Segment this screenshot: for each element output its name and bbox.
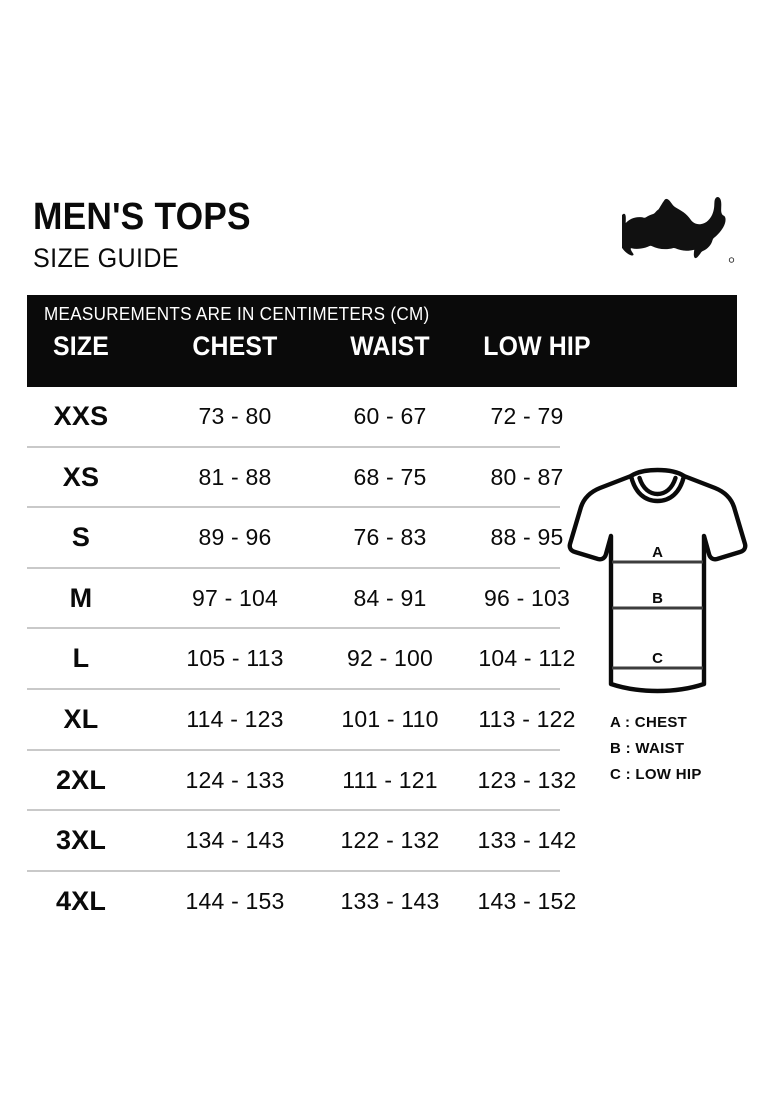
cell-size: 2XL: [55, 764, 107, 795]
diagram-legend: A : CHEST B : WAIST C : LOW HIP: [610, 710, 760, 788]
cell-low-hip: 123 - 132: [477, 766, 577, 793]
cell-waist: 101 - 110: [341, 705, 439, 732]
table-body: XXS 73 - 80 60 - 67 72 - 79 XS 81 - 88 6…: [27, 387, 737, 930]
cell-chest: 134 - 143: [185, 827, 285, 854]
cell-size: XS: [62, 461, 100, 492]
cell-waist: 84 - 91: [353, 584, 427, 611]
cell-waist: 111 - 121: [342, 766, 438, 793]
cell-size: XL: [63, 703, 99, 734]
cell-waist: 133 - 143: [340, 887, 440, 914]
size-table: MEASUREMENTS ARE IN CENTIMETERS (CM) SIZ…: [27, 295, 737, 930]
legend-item-chest: A : CHEST: [610, 714, 688, 731]
cell-low-hip: 104 - 112: [478, 645, 576, 672]
column-header-chest: CHEST: [192, 331, 278, 361]
cell-waist: 68 - 75: [353, 463, 427, 490]
cell-low-hip: 143 - 152: [477, 887, 577, 914]
table-row: XS 81 - 88 68 - 75 80 - 87: [27, 445, 563, 507]
puma-logo-icon: [622, 190, 738, 264]
table-row: 2XL 124 - 133 111 - 121 123 - 132: [27, 748, 576, 810]
marker-b: B: [652, 590, 663, 607]
marker-c: C: [652, 650, 663, 667]
cell-size: 3XL: [55, 825, 107, 856]
cell-chest: 144 - 153: [185, 887, 285, 914]
cell-size: L: [72, 643, 90, 674]
cell-chest: 105 - 113: [186, 645, 284, 672]
legend-item-waist: B : WAIST: [610, 740, 685, 757]
table-row: 4XL 144 - 153 133 - 143 143 - 152: [27, 869, 576, 931]
cell-chest: 124 - 133: [185, 766, 285, 793]
table-row: XL 114 - 123 101 - 110 113 - 122: [27, 687, 575, 749]
cell-chest: 114 - 123: [186, 705, 284, 732]
cell-chest: 89 - 96: [198, 524, 272, 551]
t-shirt-diagram-icon: A B C: [565, 462, 750, 707]
cell-chest: 97 - 104: [192, 584, 278, 611]
cell-low-hip: 113 - 122: [478, 705, 576, 732]
cell-low-hip: 133 - 142: [477, 827, 577, 854]
table-row: 3XL 134 - 143 122 - 132 133 - 142: [27, 809, 576, 870]
table-row: S 89 - 96 76 - 83 88 - 95: [27, 506, 563, 567]
cell-size: S: [71, 522, 91, 553]
column-header-size: SIZE: [53, 331, 109, 361]
cell-low-hip: 80 - 87: [490, 463, 564, 490]
cell-low-hip: 96 - 103: [484, 584, 570, 611]
marker-a: A: [652, 544, 663, 561]
table-row: L 105 - 113 92 - 100 104 - 112: [27, 627, 575, 688]
table-row: M 97 - 104 84 - 91 96 - 103: [27, 566, 570, 628]
cell-chest: 73 - 80: [198, 403, 272, 429]
table-header-band: MEASUREMENTS ARE IN CENTIMETERS (CM) SIZ…: [27, 295, 737, 387]
table-row: XXS 73 - 80 60 - 67 72 - 79: [27, 387, 564, 446]
cell-low-hip: 88 - 95: [490, 524, 564, 551]
cell-waist: 76 - 83: [353, 524, 427, 551]
cell-waist: 92 - 100: [347, 645, 433, 672]
cell-low-hip: 72 - 79: [490, 403, 564, 429]
page-title-block: MEN'S TOPS SIZE GUIDE: [33, 196, 453, 274]
page-subtitle: SIZE GUIDE: [33, 243, 180, 273]
column-header-low-hip: LOW HIP: [483, 331, 591, 361]
units-note: MEASUREMENTS ARE IN CENTIMETERS (CM): [44, 304, 430, 324]
cell-waist: 60 - 67: [353, 403, 427, 429]
column-header-waist: WAIST: [350, 331, 430, 361]
cell-waist: 122 - 132: [340, 827, 440, 854]
cell-size: XXS: [53, 401, 109, 431]
page-title: MEN'S TOPS: [33, 196, 251, 238]
cell-chest: 81 - 88: [198, 463, 272, 490]
cell-size: M: [69, 582, 93, 613]
cell-size: 4XL: [55, 885, 107, 916]
table-header-row: SIZE CHEST WAIST LOW HIP: [27, 331, 737, 377]
legend-item-low-hip: C : LOW HIP: [610, 766, 702, 783]
